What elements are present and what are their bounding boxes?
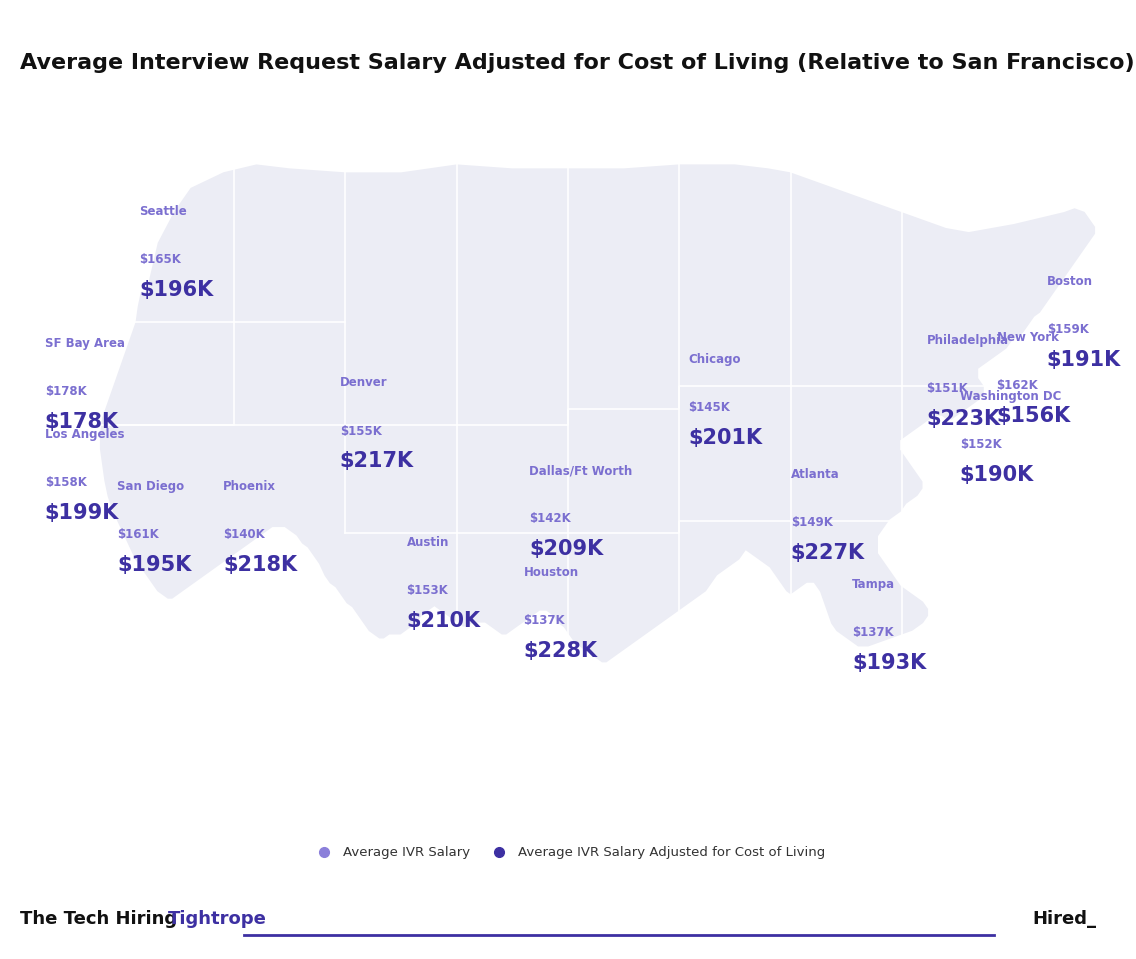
Text: $142K: $142K (529, 512, 570, 526)
Text: $227K: $227K (791, 543, 864, 563)
Text: $190K: $190K (960, 465, 1034, 485)
Text: $155K: $155K (340, 425, 382, 437)
Text: $191K: $191K (1046, 350, 1121, 370)
Text: Average Interview Request Salary Adjusted for Cost of Living (Relative to San Fr: Average Interview Request Salary Adjuste… (20, 53, 1135, 73)
Text: $195K: $195K (117, 555, 192, 575)
Text: $149K: $149K (791, 516, 833, 529)
Text: $156K: $156K (996, 406, 1071, 426)
Text: $210K: $210K (407, 611, 481, 631)
Text: $165K: $165K (140, 253, 182, 267)
Text: The Tech Hiring: The Tech Hiring (20, 910, 184, 928)
Text: $151K: $151K (927, 383, 968, 395)
Text: $218K: $218K (223, 555, 296, 575)
Text: $201K: $201K (688, 428, 762, 448)
Text: Chicago: Chicago (688, 353, 741, 365)
Text: Washington DC: Washington DC (960, 390, 1061, 403)
Text: $223K: $223K (927, 409, 1001, 430)
Text: $199K: $199K (44, 503, 119, 524)
Text: SF Bay Area: SF Bay Area (44, 337, 125, 350)
Text: Dallas/Ft Worth: Dallas/Ft Worth (529, 464, 633, 477)
Text: Hired_: Hired_ (1033, 910, 1096, 928)
Text: San Diego: San Diego (117, 480, 184, 493)
Text: Los Angeles: Los Angeles (44, 429, 124, 441)
Text: $159K: $159K (1046, 323, 1088, 337)
Text: $178K: $178K (44, 411, 119, 432)
Legend: Average IVR Salary, Average IVR Salary Adjusted for Cost of Living: Average IVR Salary, Average IVR Salary A… (306, 841, 830, 864)
Text: $162K: $162K (996, 379, 1038, 392)
Text: $158K: $158K (44, 477, 86, 489)
Text: Phoenix: Phoenix (223, 480, 276, 493)
Text: $193K: $193K (852, 653, 926, 673)
Text: $145K: $145K (688, 401, 730, 413)
Text: Houston: Houston (524, 566, 578, 579)
Text: $196K: $196K (140, 280, 214, 300)
Text: $152K: $152K (960, 438, 1002, 451)
Text: $217K: $217K (340, 452, 414, 472)
Text: Atlanta: Atlanta (791, 468, 840, 481)
Text: New York: New York (996, 331, 1059, 344)
Text: Tampa: Tampa (852, 578, 895, 591)
Text: $228K: $228K (524, 641, 598, 661)
Text: Austin: Austin (407, 536, 449, 549)
Text: $178K: $178K (44, 385, 86, 398)
Text: Philadelphia: Philadelphia (927, 335, 1009, 347)
Text: Denver: Denver (340, 377, 387, 389)
Text: Tightrope: Tightrope (168, 910, 267, 928)
Text: Boston: Boston (1046, 275, 1093, 289)
Text: $161K: $161K (117, 528, 159, 541)
Text: Seattle: Seattle (140, 205, 187, 219)
Text: $209K: $209K (529, 539, 603, 559)
Text: $137K: $137K (524, 614, 565, 627)
Text: $153K: $153K (407, 584, 449, 596)
Text: $137K: $137K (852, 626, 894, 639)
Text: $140K: $140K (223, 528, 265, 541)
Polygon shape (98, 163, 1097, 664)
